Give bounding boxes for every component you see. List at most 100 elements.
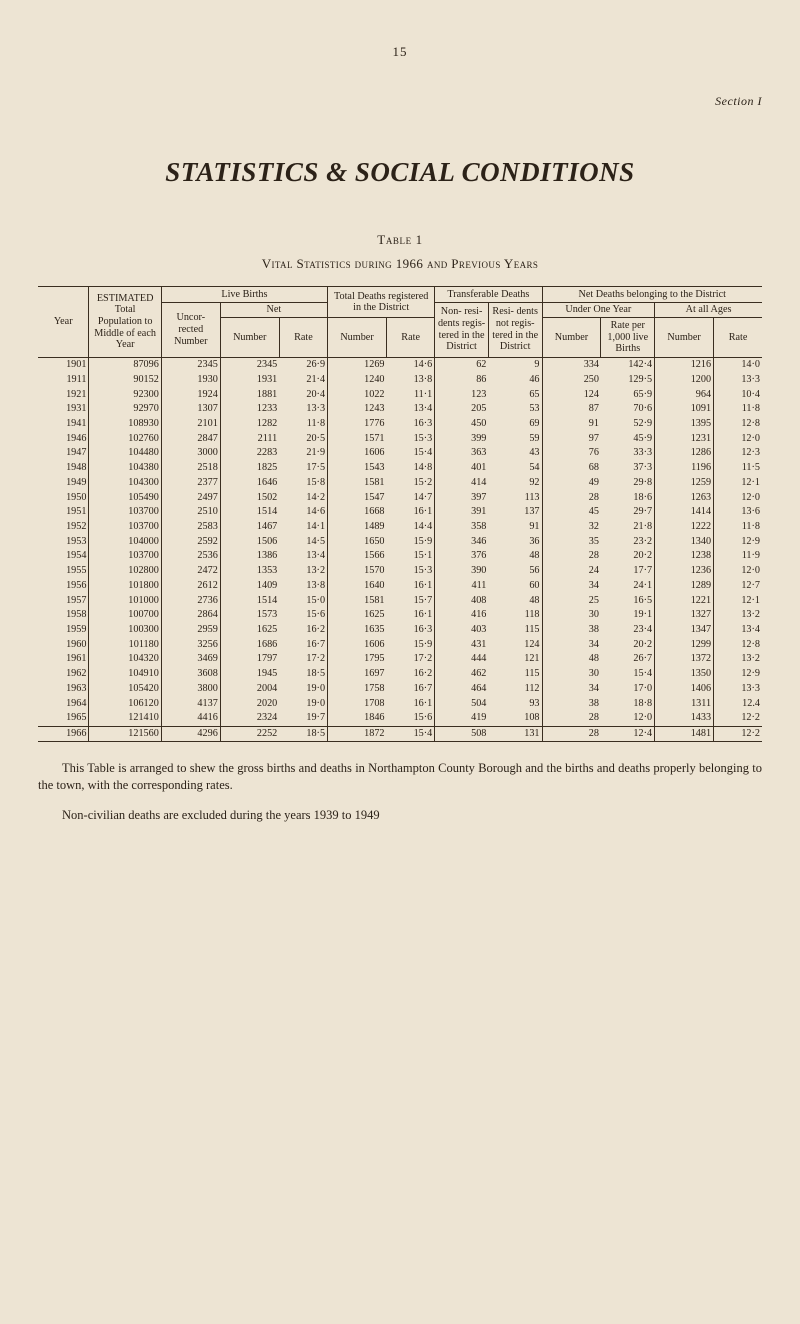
table-cell: 1948 <box>38 461 89 476</box>
table-cell: 4416 <box>161 711 220 726</box>
table-row: 19611043203469179717·2179517·24441214826… <box>38 652 762 667</box>
table-cell: 108 <box>488 711 542 726</box>
table-cell: 52·9 <box>601 416 655 431</box>
table-cell: 36 <box>488 534 542 549</box>
table-cell: 1963 <box>38 681 89 696</box>
table-cell: 1961 <box>38 652 89 667</box>
th-aa-number: Number <box>655 318 714 357</box>
table-cell: 15·3 <box>387 564 435 579</box>
table-cell: 964 <box>655 387 714 402</box>
table-cell: 1433 <box>655 711 714 726</box>
table-row: 1921923001924188120·4102211·11236512465·… <box>38 387 762 402</box>
table-cell: 20·2 <box>601 637 655 652</box>
table-cell: 54 <box>488 461 542 476</box>
table-cell: 14·0 <box>714 357 762 372</box>
table-cell: 3608 <box>161 667 220 682</box>
table-cell: 29·8 <box>601 475 655 490</box>
table-cell: 1625 <box>328 608 387 623</box>
table-cell: 1901 <box>38 357 89 372</box>
table-cell: 15·7 <box>387 593 435 608</box>
table-cell: 14·6 <box>279 505 327 520</box>
table-cell: 92 <box>488 475 542 490</box>
table-cell: 76 <box>542 446 601 461</box>
table-cell: 18·5 <box>279 726 327 742</box>
table-cell: 1955 <box>38 564 89 579</box>
table-cell: 504 <box>435 696 489 711</box>
table-cell: 1931 <box>38 402 89 417</box>
th-year: Year <box>38 287 89 358</box>
table-cell: 1282 <box>220 416 279 431</box>
table-cell: 18·5 <box>279 667 327 682</box>
table-cell: 15·4 <box>387 726 435 742</box>
table-cell: 21·9 <box>279 446 327 461</box>
table-cell: 1467 <box>220 520 279 535</box>
table-cell: 1952 <box>38 520 89 535</box>
table-cell: 1573 <box>220 608 279 623</box>
table-cell: 16·7 <box>387 681 435 696</box>
table-cell: 1776 <box>328 416 387 431</box>
table-cell: 15·9 <box>387 534 435 549</box>
table-row: 19481043802518182517·5154314·8401546837·… <box>38 461 762 476</box>
table-cell: 15·8 <box>279 475 327 490</box>
table-cell: 3469 <box>161 652 220 667</box>
table-cell: 15·2 <box>387 475 435 490</box>
table-cell: 24 <box>542 564 601 579</box>
table-cell: 101800 <box>89 578 161 593</box>
table-cell: 103700 <box>89 520 161 535</box>
table-cell: 3256 <box>161 637 220 652</box>
table-cell: 1924 <box>161 387 220 402</box>
table-cell: 1960 <box>38 637 89 652</box>
table-cell: 13·2 <box>714 652 762 667</box>
table-cell: 1299 <box>655 637 714 652</box>
table-row: 1931929701307123313·3124313·4205538770·6… <box>38 402 762 417</box>
table-cell: 13·6 <box>714 505 762 520</box>
table-cell: 11·8 <box>714 402 762 417</box>
table-cell: 12·2 <box>714 726 762 742</box>
table-cell: 101000 <box>89 593 161 608</box>
table-cell: 12·0 <box>601 711 655 726</box>
table-cell: 19·7 <box>279 711 327 726</box>
table-row: 19561018002612140913·8164016·1411603424·… <box>38 578 762 593</box>
table-cell: 70·6 <box>601 402 655 417</box>
table-cell: 1386 <box>220 549 279 564</box>
table-cell: 2592 <box>161 534 220 549</box>
table-cell: 100300 <box>89 623 161 638</box>
table-cell: 1259 <box>655 475 714 490</box>
document-page: 15 Section I STATISTICS & SOCIAL CONDITI… <box>0 0 800 863</box>
table-row: 19581007002864157315·6162516·14161183019… <box>38 608 762 623</box>
table-header: Year ESTIMATED Total Population to Middl… <box>38 287 762 358</box>
table-cell: 90152 <box>89 372 161 387</box>
table-cell: 1911 <box>38 372 89 387</box>
table-cell: 46 <box>488 372 542 387</box>
table-cell: 105420 <box>89 681 161 696</box>
table-cell: 1625 <box>220 623 279 638</box>
table-cell: 9 <box>488 357 542 372</box>
table-cell: 2101 <box>161 416 220 431</box>
table-cell: 15·6 <box>279 608 327 623</box>
table-cell: 12·1 <box>714 475 762 490</box>
table-row: 19601011803256168616·7160615·94311243420… <box>38 637 762 652</box>
table-cell: 108930 <box>89 416 161 431</box>
table-cell: 38 <box>542 696 601 711</box>
table-cell: 4137 <box>161 696 220 711</box>
table-cell: 17·0 <box>601 681 655 696</box>
table-cell: 1289 <box>655 578 714 593</box>
table-cell: 1481 <box>655 726 714 742</box>
table-cell: 118 <box>488 608 542 623</box>
table-cell: 2345 <box>161 357 220 372</box>
table-cell: 16·2 <box>387 667 435 682</box>
table-cell: 390 <box>435 564 489 579</box>
table-cell: 12·1 <box>714 593 762 608</box>
table-cell: 13·8 <box>387 372 435 387</box>
table-cell: 12·9 <box>714 534 762 549</box>
table-cell: 91 <box>542 416 601 431</box>
table-footnote-2: Non-civilian deaths are excluded during … <box>38 808 762 823</box>
table-cell: 1697 <box>328 667 387 682</box>
table-cell: 2847 <box>161 431 220 446</box>
table-cell: 2377 <box>161 475 220 490</box>
table-cell: 21·8 <box>601 520 655 535</box>
table-cell: 1708 <box>328 696 387 711</box>
table-cell: 16·7 <box>279 637 327 652</box>
table-cell: 12·4 <box>601 726 655 742</box>
table-row: 19511037002510151414·6166816·13911374529… <box>38 505 762 520</box>
